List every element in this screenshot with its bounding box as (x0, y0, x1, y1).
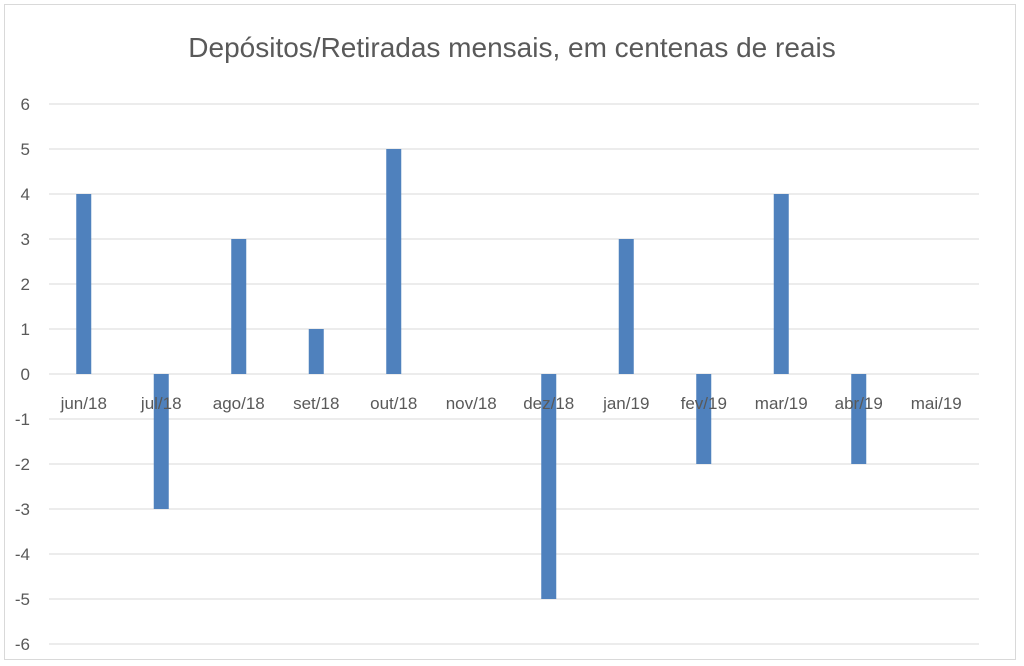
x-tick-label: out/18 (370, 394, 417, 413)
y-tick-label: 5 (21, 140, 30, 159)
bar-out-18 (386, 149, 402, 374)
y-tick-label: 6 (21, 95, 30, 114)
bar-jun-18 (76, 194, 92, 374)
y-tick-label: 1 (21, 320, 30, 339)
x-tick-label: jan/19 (602, 394, 649, 413)
y-axis-tick-labels: 6 5 4 3 2 1 0 -1 -2 -3 -4 -5 -6 (15, 95, 30, 654)
y-tick-label: -5 (15, 590, 30, 609)
y-tick-label: -4 (15, 545, 30, 564)
grid-lines (49, 103, 979, 645)
x-tick-label: abr/19 (835, 394, 883, 413)
x-tick-label: ago/18 (213, 394, 265, 413)
y-tick-label: 3 (21, 230, 30, 249)
x-tick-label: mai/19 (911, 394, 962, 413)
x-tick-label: set/18 (293, 394, 339, 413)
y-tick-label: -1 (15, 410, 30, 429)
bar-mar-19 (773, 194, 789, 374)
bar-jul-18 (153, 374, 169, 509)
bars (76, 149, 867, 599)
x-tick-label: fev/19 (681, 394, 727, 413)
chart-title: Depósitos/Retiradas mensais, em centenas… (188, 32, 835, 63)
bar-ago-18 (231, 239, 247, 374)
x-tick-label: nov/18 (446, 394, 497, 413)
y-tick-label: -3 (15, 500, 30, 519)
bar-set-18 (308, 329, 324, 374)
x-tick-label: jul/18 (140, 394, 182, 413)
bar-fev-19 (696, 374, 712, 464)
y-tick-label: -2 (15, 455, 30, 474)
y-tick-label: 0 (21, 365, 30, 384)
y-tick-label: 4 (21, 185, 30, 204)
x-axis-tick-labels: jun/18 jul/18 ago/18 set/18 out/18 nov/18 dez/… (60, 394, 962, 413)
bar-abr-19 (851, 374, 867, 464)
x-tick-label: dez/18 (523, 394, 574, 413)
x-tick-label: jun/18 (60, 394, 107, 413)
bar-jan-19 (618, 239, 634, 374)
chart-frame (4, 4, 1016, 660)
y-tick-label: -6 (15, 635, 30, 654)
y-tick-label: 2 (21, 275, 30, 294)
bar-dez-18 (541, 374, 557, 599)
x-tick-label: mar/19 (755, 394, 808, 413)
